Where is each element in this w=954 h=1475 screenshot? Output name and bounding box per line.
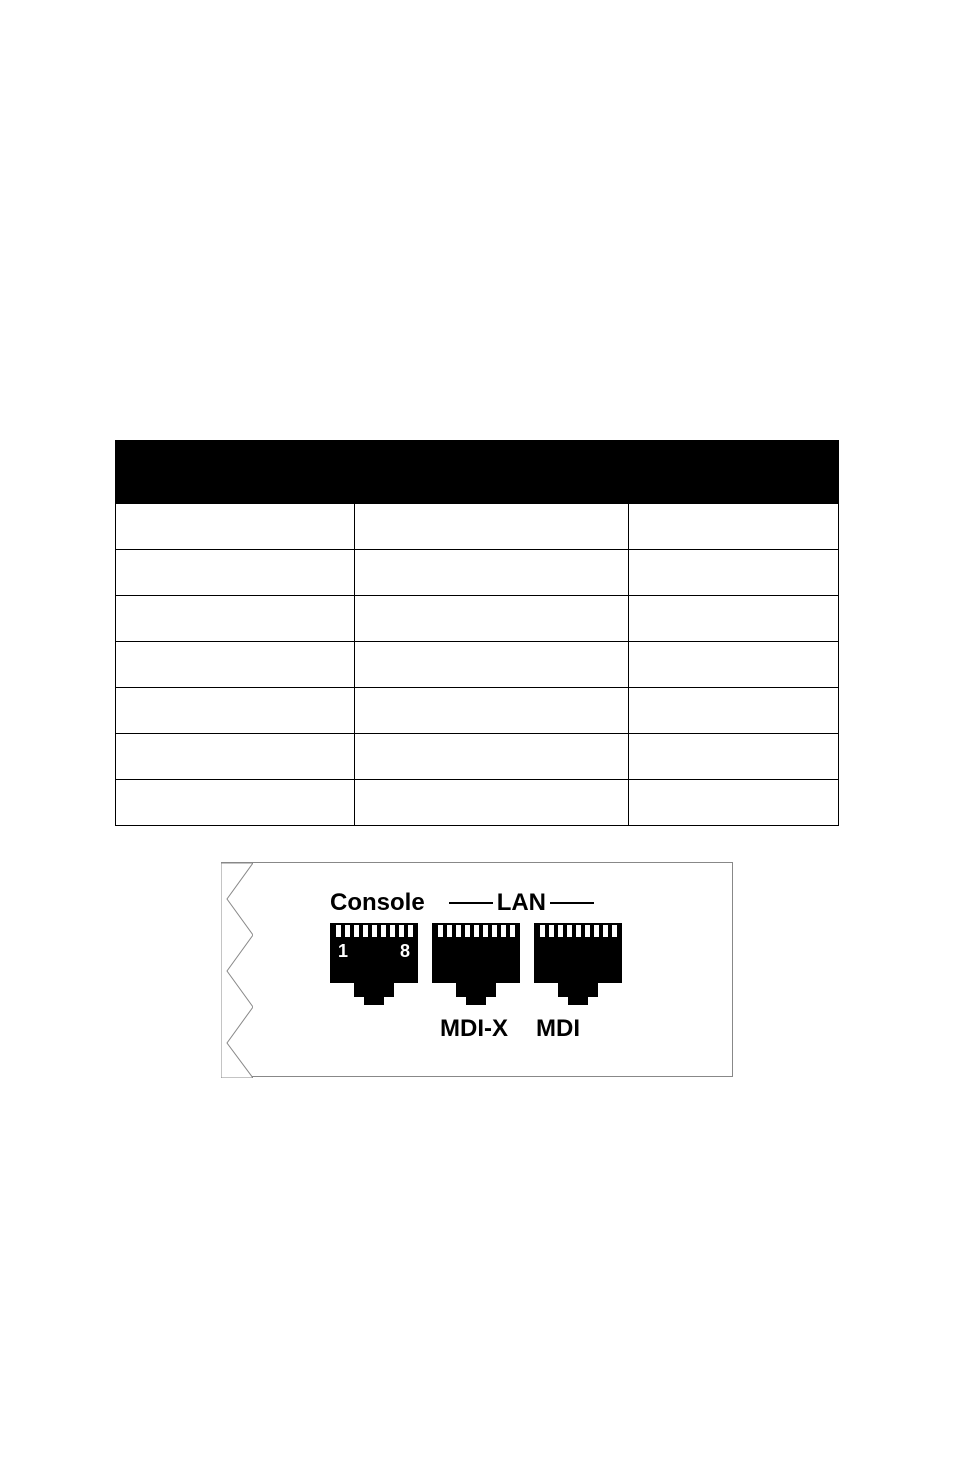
- top-labels: Console LAN: [330, 889, 598, 917]
- table-row: [116, 596, 839, 642]
- table-cell: [629, 642, 839, 688]
- table-cell: [629, 504, 839, 550]
- table-header: [116, 441, 839, 504]
- table-row: [116, 550, 839, 596]
- table-cell: [629, 780, 839, 826]
- mdix-port-icon: [432, 923, 520, 1007]
- table-cell: [116, 688, 355, 734]
- table-header-cell: [116, 441, 355, 504]
- table-cell: [354, 688, 629, 734]
- table-cell: [629, 550, 839, 596]
- table-header-cell: [354, 441, 629, 504]
- console-label: Console: [330, 889, 425, 917]
- connector-diagram-container: Console LAN: [115, 862, 839, 1077]
- table-cell: [629, 596, 839, 642]
- table-cell: [354, 642, 629, 688]
- table-cell: [354, 780, 629, 826]
- table-cell: [354, 596, 629, 642]
- table-row: [116, 780, 839, 826]
- table-row: [116, 504, 839, 550]
- document-page: Console LAN: [0, 0, 954, 1475]
- spec-table: [115, 440, 839, 826]
- lan-label: LAN: [497, 889, 546, 917]
- lan-group-line-left: [449, 902, 493, 904]
- table-cell: [354, 734, 629, 780]
- table-cell: [354, 504, 629, 550]
- table-cell: [116, 504, 355, 550]
- pin-numbers: 1 8: [338, 941, 410, 962]
- table-row: [116, 688, 839, 734]
- table-cell: [354, 550, 629, 596]
- table-cell: [629, 734, 839, 780]
- pin-first: 1: [338, 941, 348, 962]
- table-row: [116, 734, 839, 780]
- table-cell: [629, 688, 839, 734]
- table-cell: [116, 780, 355, 826]
- table-cell: [116, 734, 355, 780]
- ports-row: 1 8: [330, 923, 622, 1007]
- table-header-cell: [629, 441, 839, 504]
- table-cell: [116, 596, 355, 642]
- mdi-port-icon: [534, 923, 622, 1007]
- lan-group-line-right: [550, 902, 594, 904]
- bottom-labels: MDI-X MDI: [440, 1015, 580, 1043]
- pin-last: 8: [400, 941, 410, 962]
- torn-edge-icon: [221, 863, 253, 1076]
- table-cell: [116, 642, 355, 688]
- console-port-icon: 1 8: [330, 923, 418, 1007]
- connector-diagram: Console LAN: [221, 862, 733, 1077]
- table-body: [116, 504, 839, 826]
- table-row: [116, 642, 839, 688]
- mdi-label: MDI: [536, 1015, 580, 1043]
- table-cell: [116, 550, 355, 596]
- mdix-label: MDI-X: [440, 1015, 508, 1043]
